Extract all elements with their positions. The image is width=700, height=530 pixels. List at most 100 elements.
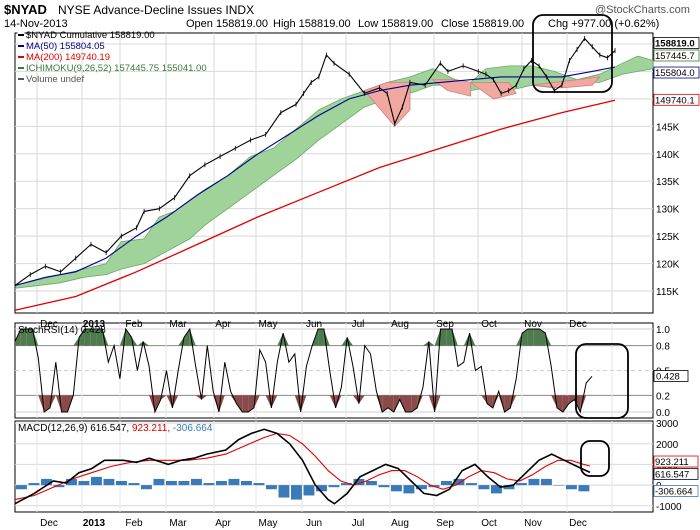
watermark[interactable]: @StockCharts.com [595, 4, 690, 16]
chart-description: NYSE Advance-Decline Issues INDX [58, 3, 255, 17]
ma50-line [14, 66, 616, 287]
macd-histogram-bar [453, 478, 465, 486]
stoch-oversold-fill [44, 395, 50, 412]
macd-histogram-bar [566, 485, 577, 490]
macd-histogram-bar [541, 478, 552, 486]
price-y-tick-label: 120K [656, 260, 680, 271]
macd-histogram-bar [78, 480, 90, 486]
stoch-overbought-fill [184, 329, 190, 346]
stoch-overbought-fill [143, 341, 150, 346]
legend-price: $NYAD Cumulative 158819.00 [26, 30, 155, 41]
macd-month-label: Feb [125, 518, 143, 529]
price-month-label: Dec [569, 319, 587, 330]
macd-histogram-bar [41, 478, 52, 486]
macd-histogram-bar [391, 485, 402, 492]
macd-month-label: Apr [215, 518, 231, 529]
price-month-label: Feb [125, 319, 143, 330]
macd-y-tick-label: 3000 [656, 419, 679, 430]
macd-month-label: Dec [569, 518, 587, 529]
price-y-tick-label: 130K [656, 205, 680, 216]
macd-y-tick-label: -1000 [656, 502, 682, 513]
stoch-overbought-fill [90, 329, 97, 346]
macd-month-label: Dec [40, 518, 58, 529]
stoch-overbought-fill [434, 329, 441, 346]
stoch-overbought-fill [428, 341, 435, 346]
annotation-box-price [532, 14, 613, 93]
macd-tag-box [653, 467, 699, 480]
stoch-oversold-fill [195, 395, 202, 400]
chart-date: 14-Nov-2013 [4, 18, 68, 30]
macd-histogram-bar [216, 480, 227, 486]
macd-month-label: May [259, 518, 278, 529]
macd-histogram-bar [203, 483, 215, 486]
price-tag-label: 157445.7 [655, 51, 695, 62]
macd-histogram-bar [578, 485, 590, 492]
macd-month-label: Nov [524, 518, 542, 529]
stoch-oversold-fill [492, 395, 499, 408]
ma200-line [14, 99, 616, 311]
stoch-oversold-fill [568, 395, 575, 404]
stoch-overbought-fill [32, 329, 39, 346]
macd-month-label: Sep [436, 518, 454, 529]
price-tag-box [653, 93, 700, 106]
macd-histogram-bar [166, 480, 177, 486]
macd-histogram-bar [116, 480, 127, 486]
stoch-oversold-fill [388, 395, 394, 412]
stochrsi-line [14, 327, 593, 414]
macd-histogram-bar [153, 478, 165, 486]
macd-month-label: Aug [391, 518, 409, 529]
stoch-oversold-fill [417, 395, 423, 408]
macd-histogram-bar [291, 485, 302, 500]
price-tag-box [653, 66, 700, 79]
stoch-overbought-fill [137, 341, 144, 346]
change-value: Chg +977.00 (+0.62%) [548, 18, 660, 30]
stoch-oversold-fill [580, 395, 587, 412]
annotation-box-stoch [575, 343, 629, 419]
stoch-overbought-fill [125, 329, 132, 346]
stoch-oversold-fill [242, 395, 249, 412]
macd-histogram-bar [466, 483, 477, 486]
macd-histogram-bar [66, 478, 77, 486]
stoch-oversold-fill [405, 395, 412, 412]
stoch-oversold-fill [61, 395, 68, 412]
macd-histogram-bar [103, 478, 115, 486]
price-y-tick-label: 145K [656, 122, 680, 133]
price-month-label: Jul [352, 319, 365, 330]
chart-symbol: $NYAD [4, 2, 47, 17]
stoch-oversold-fill [230, 395, 237, 404]
macd-month-label: Mar [169, 518, 187, 529]
price-y-tick-label: 125K [656, 232, 680, 243]
stoch-oversold-fill [487, 395, 493, 408]
stoch-oversold-fill [382, 395, 388, 412]
stoch-overbought-fill [423, 341, 429, 346]
stoch-overbought-fill [84, 329, 91, 346]
stoch-overbought-fill [527, 329, 534, 346]
macd-tag-box [653, 455, 699, 468]
price-tag-box [653, 37, 700, 49]
macd-histogram-bar [266, 485, 277, 490]
price-month-label: Mar [169, 319, 187, 330]
macd-histogram-bar [366, 480, 377, 486]
macd-month-label: Oct [481, 518, 497, 529]
stoch-overbought-fill [79, 329, 85, 346]
stoch-oversold-fill [411, 395, 418, 412]
price-month-label: Oct [481, 319, 497, 330]
price-month-label: 2013 [83, 319, 106, 330]
stoch-overbought-fill [522, 329, 528, 346]
macd-histogram-bar [253, 483, 265, 486]
legend-ma200: MA(200) 149740.19 [26, 52, 110, 63]
annotation-box-macd [580, 440, 610, 477]
macd-histogram-bar [353, 478, 365, 486]
macd-histogram-bar [441, 480, 452, 486]
macd-histogram-bar [328, 485, 340, 488]
price-month-label: Dec [40, 319, 58, 330]
macd-histogram-bar [516, 483, 527, 486]
price-tag-label: 155804.0 [655, 68, 695, 79]
stoch-y-tick-label: 0.0 [656, 408, 670, 419]
macd-histogram-bar [141, 485, 152, 490]
macd-histogram-bar [228, 478, 240, 486]
stoch-oversold-fill [358, 395, 365, 404]
price-y-tick-label: 140K [656, 150, 680, 161]
